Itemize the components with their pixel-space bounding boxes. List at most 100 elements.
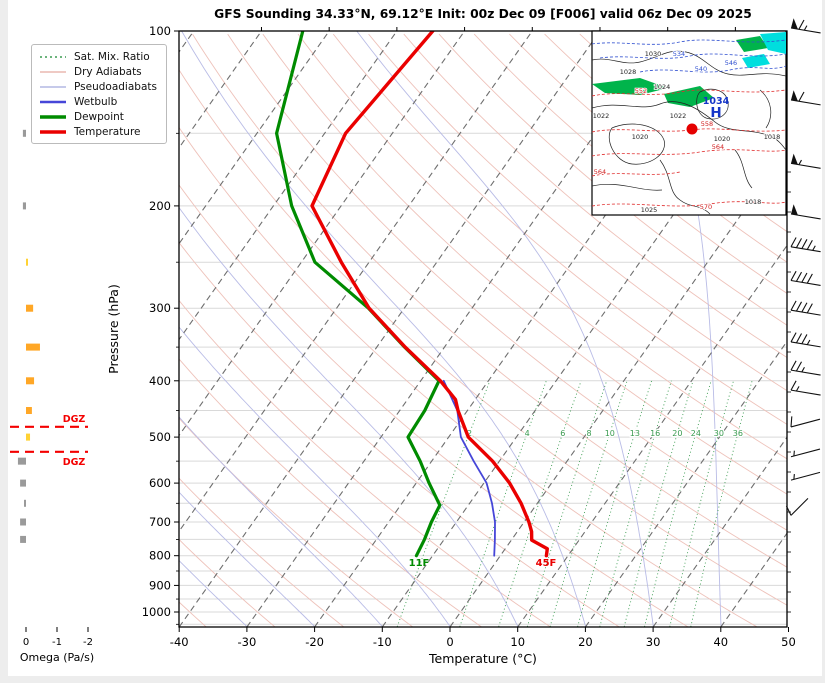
dry-adiabat bbox=[473, 33, 787, 294]
omega-bar bbox=[26, 258, 28, 266]
mixing-ratio-label: 8 bbox=[586, 429, 591, 438]
omega-bar bbox=[26, 377, 35, 385]
pseudoadiabat bbox=[356, 31, 654, 627]
map-label: 546 bbox=[725, 59, 737, 67]
axes-frame bbox=[178, 30, 788, 628]
map-label: 1018 bbox=[745, 198, 762, 206]
x-tick-label: 30 bbox=[646, 635, 661, 649]
isotherm bbox=[179, 31, 533, 533]
inset-map-contours bbox=[591, 32, 787, 215]
x-tick-label: -40 bbox=[170, 635, 189, 649]
pseudoadiabat bbox=[179, 206, 519, 627]
isotherm bbox=[246, 31, 669, 627]
map-isobar bbox=[591, 50, 787, 77]
y-tick-label: 800 bbox=[149, 549, 171, 563]
x-tick-label: -20 bbox=[305, 635, 324, 649]
legend-swatch-dry-adiabats bbox=[40, 70, 66, 73]
legend-box: Sat. Mix. Ratio Dry Adiabats Pseudoadiabat… bbox=[31, 44, 167, 144]
x-axis-title: Temperature (°C) bbox=[428, 651, 537, 666]
y-axis-title: Pressure (hPa) bbox=[106, 284, 121, 374]
pressure-gridlines bbox=[179, 31, 787, 625]
mixing-ratio-line bbox=[623, 380, 694, 627]
isotherm bbox=[449, 148, 787, 627]
wind-barb bbox=[790, 360, 821, 376]
y-tick-label: 100 bbox=[149, 24, 171, 38]
wind-barb bbox=[790, 448, 821, 458]
dgz-label-lower: DGZ bbox=[63, 457, 86, 468]
pseudoadiabat bbox=[179, 491, 316, 627]
map-label: 564 bbox=[594, 168, 606, 176]
wind-barb bbox=[790, 471, 821, 481]
mixing-ratio-label: 36 bbox=[733, 429, 743, 438]
x-tick-label: -30 bbox=[238, 635, 257, 649]
map-label: 552 bbox=[635, 87, 647, 95]
map-label: 1030 bbox=[645, 50, 662, 58]
station-location-dot bbox=[686, 123, 698, 135]
map-label: 1018 bbox=[764, 133, 781, 141]
omega-bar bbox=[26, 343, 40, 351]
axis-tick-labels: -40 -30 -20 -10 0 10 20 30 40 5010020030040050060… bbox=[23, 24, 796, 649]
isotherm bbox=[179, 31, 466, 437]
map-label: 564 bbox=[712, 143, 724, 151]
map-label: 570 bbox=[700, 203, 712, 211]
map-label: 540 bbox=[695, 65, 707, 73]
map-label: 534 bbox=[673, 50, 685, 58]
pseudoadiabat bbox=[179, 559, 248, 627]
legend-label: Sat. Mix. Ratio bbox=[74, 50, 150, 63]
legend-label: Temperature bbox=[74, 125, 141, 138]
x-tick-label: -10 bbox=[373, 635, 392, 649]
isotherm bbox=[179, 31, 398, 341]
mixing-ratio-label: 13 bbox=[630, 429, 640, 438]
surface-dewpoint-label: 11F bbox=[409, 558, 430, 569]
wind-barb-column bbox=[785, 18, 821, 516]
map-label: 1028 bbox=[620, 68, 637, 76]
mixing-ratio-label: 2 bbox=[467, 429, 472, 438]
omega-bars bbox=[17, 129, 40, 543]
dry-adiabat bbox=[403, 33, 787, 359]
x-tick-label: 20 bbox=[578, 635, 593, 649]
omega-bar bbox=[24, 499, 26, 507]
dry-adiabat bbox=[179, 126, 757, 627]
pseudoadiabat-lines bbox=[179, 31, 722, 627]
legend-swatch-pseudoadiabats bbox=[40, 85, 66, 88]
omega-tick-label: 0 bbox=[23, 637, 29, 648]
mixing-ratio-label: 16 bbox=[650, 429, 660, 438]
mixing-ratio-line bbox=[644, 380, 712, 627]
dry-adiabat bbox=[179, 299, 551, 627]
mixing-ratio-line bbox=[526, 380, 608, 627]
map-height-line-blue bbox=[591, 39, 787, 45]
wind-barb bbox=[790, 204, 821, 220]
isotherm bbox=[789, 31, 825, 627]
wind-barb bbox=[790, 153, 821, 169]
pseudoadiabat bbox=[642, 31, 722, 627]
x-tick-label: 50 bbox=[781, 635, 796, 649]
omega-bar bbox=[26, 433, 31, 441]
dry-adiabat bbox=[438, 33, 787, 326]
legend-item: Dry Adiabats bbox=[39, 64, 157, 79]
map-label: 1024 bbox=[654, 83, 671, 91]
map-isobar bbox=[608, 123, 665, 165]
map-isobar bbox=[591, 101, 787, 151]
omega-bar bbox=[17, 457, 26, 465]
map-label: 1022 bbox=[670, 112, 687, 120]
y-tick-label: 500 bbox=[149, 430, 171, 444]
legend-label: Wetbulb bbox=[74, 95, 118, 108]
map-label: 1020 bbox=[714, 135, 731, 143]
map-label: 1020 bbox=[632, 133, 649, 141]
dry-adiabat bbox=[332, 33, 787, 425]
map-isobar bbox=[591, 183, 663, 191]
surface-temperature-label: 45F bbox=[536, 558, 557, 569]
legend-item: Wetbulb bbox=[39, 94, 157, 109]
omega-bar bbox=[20, 518, 26, 526]
x-tick-label: 40 bbox=[713, 635, 728, 649]
omega-tick-label: -1 bbox=[52, 637, 62, 648]
dry-adiabat bbox=[192, 33, 787, 568]
pseudoadiabat bbox=[179, 326, 451, 627]
omega-bar bbox=[26, 407, 32, 415]
plot-frame bbox=[178, 30, 788, 628]
mixing-ratio-label: 20 bbox=[672, 429, 682, 438]
y-tick-label: 300 bbox=[149, 301, 171, 315]
legend-label: Dry Adiabats bbox=[74, 65, 142, 78]
